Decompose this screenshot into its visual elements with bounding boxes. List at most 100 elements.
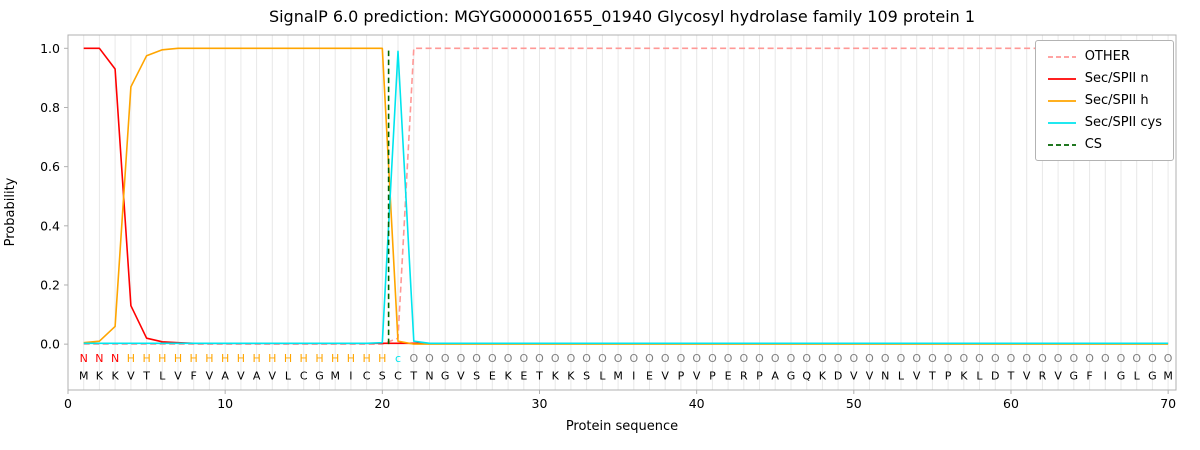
region-letter: O <box>975 352 984 365</box>
region-letter: H <box>252 352 260 365</box>
x-axis: 0 10 20 30 40 50 60 70 <box>64 390 1176 411</box>
region-letter: O <box>1117 352 1126 365</box>
sequence-letter: V <box>693 370 701 383</box>
y-tick-label: 0.0 <box>40 337 60 352</box>
legend-line-sample <box>1047 143 1076 146</box>
series-line-sec-spii-cys <box>83 50 1169 345</box>
sequence-letter: N <box>881 370 889 383</box>
sequence-letter: T <box>142 370 150 383</box>
sequence-letter: L <box>898 370 905 383</box>
region-letter: O <box>457 352 466 365</box>
region-letter: O <box>912 352 921 365</box>
region-letter: O <box>425 352 434 365</box>
plot-border <box>67 34 1177 391</box>
sequence-letter: P <box>945 370 952 383</box>
x-tick-label: 70 <box>1160 396 1176 411</box>
sequence-letter: V <box>457 370 465 383</box>
series-line-other <box>83 47 1169 345</box>
sequence-letter: K <box>819 370 827 383</box>
region-letter: O <box>519 352 528 365</box>
legend-item-cs: CS <box>1047 137 1162 152</box>
region-letter: H <box>237 352 245 365</box>
legend: OTHER Sec/SPII n Sec/SPII h Sec/SPII cys CS <box>1034 40 1174 161</box>
legend-item-sec-spii-cys: Sec/SPII cys <box>1047 115 1162 130</box>
region-letter: O <box>849 352 858 365</box>
legend-item-sec-spii-h: Sec/SPII h <box>1047 93 1162 108</box>
region-letter: H <box>378 352 386 365</box>
region-letter: O <box>598 352 607 365</box>
sequence-letter: M <box>79 370 89 383</box>
sequence-letter: Q <box>802 370 811 383</box>
sequence-letter: C <box>300 370 308 383</box>
sequence-letter: G <box>787 370 796 383</box>
region-letter: O <box>959 352 968 365</box>
sequence-letter: D <box>834 370 842 383</box>
sequence-letter: S <box>473 370 480 383</box>
sequence-letter: L <box>976 370 983 383</box>
legend-label: Sec/SPII cys <box>1084 115 1162 130</box>
legend-label: CS <box>1084 137 1103 152</box>
region-letter: N <box>95 352 103 365</box>
region-letter: O <box>802 352 811 365</box>
region-letter: O <box>551 352 560 365</box>
region-letter: O <box>1054 352 1063 365</box>
region-letter: O <box>645 352 654 365</box>
sequence-letter: V <box>850 370 858 383</box>
region-letter: H <box>190 352 198 365</box>
y-axis-label: Probability <box>3 177 18 246</box>
region-letter: O <box>928 352 937 365</box>
sequence-letter: M <box>330 370 340 383</box>
sequence-letter: V <box>127 370 135 383</box>
sequence-letter: A <box>221 370 229 383</box>
legend-line-sample <box>1047 121 1076 124</box>
sequence-letter: K <box>96 370 104 383</box>
sequence-letter: F <box>1086 370 1092 383</box>
sequence-letter: E <box>725 370 732 383</box>
region-letter: O <box>787 352 796 365</box>
sequence-letter: F <box>191 370 197 383</box>
x-tick-label: 30 <box>532 396 548 411</box>
sequence-letter: V <box>206 370 214 383</box>
region-letter: O <box>567 352 576 365</box>
legend-line-sample <box>1047 55 1076 58</box>
region-letter: N <box>80 352 88 365</box>
sequence-letter: A <box>771 370 779 383</box>
region-letter: O <box>881 352 890 365</box>
sequence-letter: P <box>709 370 716 383</box>
region-letter: H <box>331 352 339 365</box>
sequence-letter: G <box>315 370 324 383</box>
region-letter: O <box>1132 352 1141 365</box>
sequence-letter: G <box>1070 370 1079 383</box>
region-letter: O <box>441 352 450 365</box>
region-letter: O <box>614 352 623 365</box>
y-tick-label: 0.8 <box>40 100 60 115</box>
region-letter: O <box>692 352 701 365</box>
region-letter: O <box>1164 352 1173 365</box>
region-letter: O <box>1022 352 1031 365</box>
region-letter: N <box>111 352 119 365</box>
legend-label: Sec/SPII n <box>1084 71 1149 86</box>
sequence-letter: E <box>646 370 653 383</box>
chart-title: SignalP 6.0 prediction: MGYG000001655_01… <box>269 7 975 27</box>
sequence-letter: L <box>1134 370 1141 383</box>
sequence-letter: D <box>991 370 999 383</box>
region-letter: H <box>127 352 135 365</box>
region-letter: H <box>315 352 323 365</box>
sequence-letter: V <box>237 370 245 383</box>
legend-item-other: OTHER <box>1047 49 1162 64</box>
region-letter: O <box>724 352 733 365</box>
sequence-letter: I <box>632 370 635 383</box>
region-letter: H <box>362 352 370 365</box>
region-letter: H <box>221 352 229 365</box>
region-letter: O <box>865 352 874 365</box>
region-letter: O <box>944 352 953 365</box>
sequence-letter: N <box>425 370 433 383</box>
region-letter: O <box>661 352 670 365</box>
region-letter: O <box>472 352 481 365</box>
sequence-letter: C <box>394 370 402 383</box>
sequence-letter: I <box>1104 370 1107 383</box>
legend-item-sec-spii-n: Sec/SPII n <box>1047 71 1162 86</box>
region-letter: H <box>300 352 308 365</box>
